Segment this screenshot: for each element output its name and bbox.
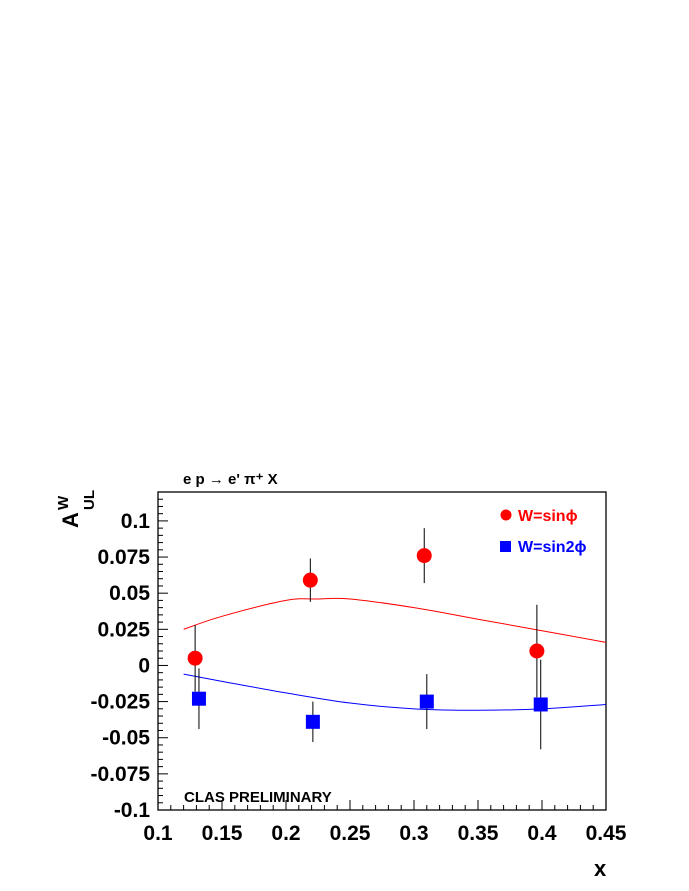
data-point-1-2 [419, 694, 434, 709]
y-axis-label-main: A [58, 512, 83, 528]
x-tick-label: 0.25 [330, 822, 371, 845]
y-axis-label-sub: UL [81, 490, 98, 510]
y-tick-label: -0.05 [102, 727, 150, 750]
legend-marker-0 [500, 509, 512, 521]
legend-marker-1 [500, 541, 511, 552]
tick-labels: 0.1 0.15 0.2 0.25 0.3 0.35 0.4 0.45 -0.1 -0.075 -0… [90, 510, 626, 845]
data-point-1-3 [533, 697, 548, 712]
data-point-0-3 [529, 643, 545, 659]
data-point-0-1 [302, 572, 318, 588]
x-tick-label: 0.35 [458, 822, 499, 845]
data-point-1-1 [305, 714, 320, 729]
x-tick-label: 0.4 [527, 822, 557, 845]
x-tick-label: 0.3 [399, 822, 428, 845]
data-markers [187, 548, 548, 729]
y-axis-label-sup: W [55, 495, 72, 510]
x-axis-label: x [594, 856, 607, 881]
y-tick-label: -0.025 [90, 691, 150, 714]
y-tick-label: 0.1 [121, 510, 151, 533]
legend-label-0: W=sinϕ [518, 508, 578, 525]
y-tick-label: 0.075 [97, 546, 150, 569]
data-point-0-0 [187, 650, 203, 666]
x-tick-label: 0.45 [586, 822, 627, 845]
error-bars [194, 528, 542, 750]
data-point-1-0 [191, 691, 206, 706]
x-tick-label: 0.1 [143, 822, 173, 845]
legend: W=sinϕ W=sin2ϕ [500, 508, 586, 556]
x-tick-label: 0.2 [271, 822, 300, 845]
fit-curve-series-0 [183, 597, 607, 643]
y-tick-label: 0 [138, 654, 150, 677]
legend-label-1: W=sin2ϕ [518, 539, 586, 556]
y-tick-label: 0.025 [97, 618, 150, 641]
y-tick-label: -0.075 [90, 763, 150, 786]
x-tick-label: 0.15 [202, 822, 243, 845]
chart-title: e p → e' π⁺ X [183, 471, 278, 488]
axis-ticks [157, 491, 607, 811]
data-point-0-2 [416, 548, 432, 564]
y-tick-label: 0.05 [109, 582, 150, 605]
y-tick-label: -0.1 [114, 799, 151, 822]
annotation-text: CLAS PRELIMINARY [184, 789, 332, 806]
